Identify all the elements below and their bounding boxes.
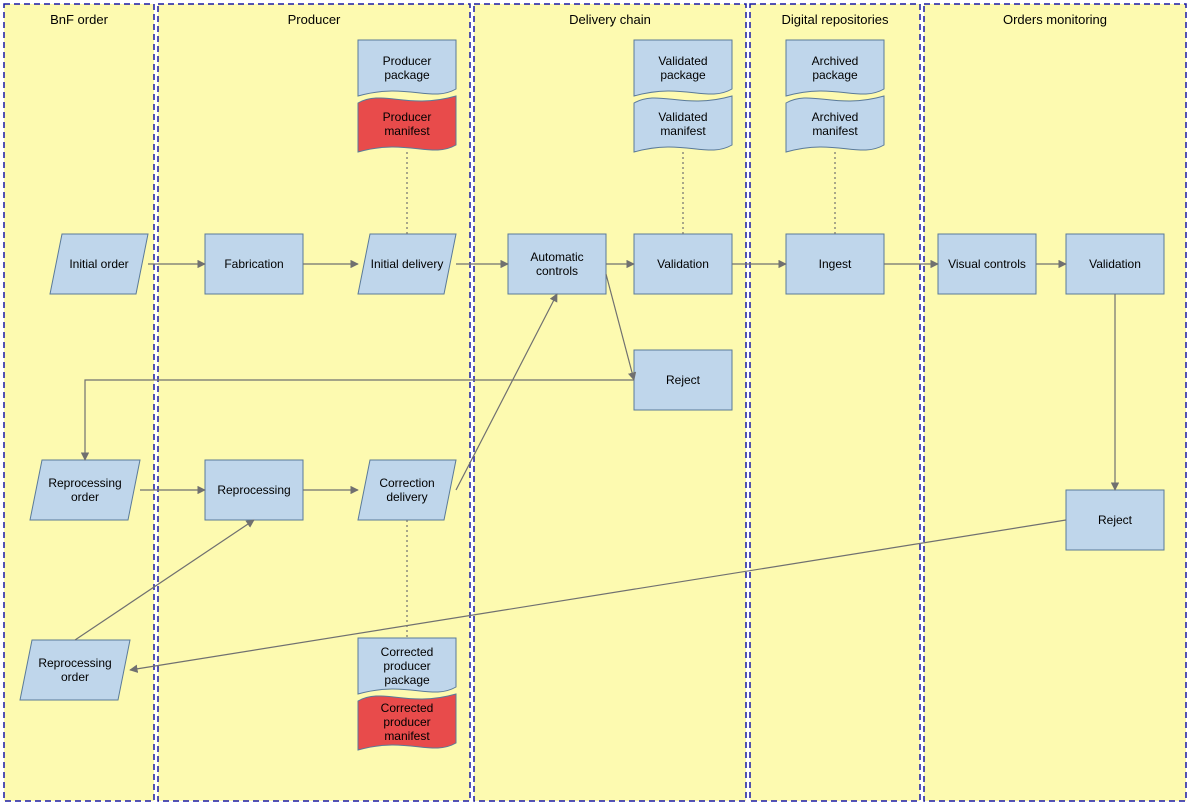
- arch-pkg-bot-label: manifest: [812, 124, 858, 138]
- val-pkg-top-label: package: [660, 68, 706, 82]
- reproc-order-2-label: Reprocessing: [38, 656, 111, 670]
- prod-pkg-top-label: Producer: [383, 54, 432, 68]
- corr-pkg-bot-label: producer: [383, 715, 430, 729]
- lane-mon: [924, 4, 1186, 801]
- reproc-order-1-label: order: [71, 490, 99, 504]
- validation-2-label: Validation: [1089, 257, 1141, 271]
- lane-deliv-title: Delivery chain: [569, 12, 651, 27]
- auto-controls-label: controls: [536, 264, 578, 278]
- arch-pkg-top-label: Archived: [812, 54, 859, 68]
- validation-1-label: Validation: [657, 257, 709, 271]
- prod-pkg-bot-label: manifest: [384, 124, 430, 138]
- corr-pkg-top-label: package: [384, 673, 430, 687]
- lane-mon-title: Orders monitoring: [1003, 12, 1107, 27]
- ingest-label: Ingest: [819, 257, 852, 271]
- initial-order-label: Initial order: [69, 257, 128, 271]
- visual-controls-label: Visual controls: [948, 257, 1026, 271]
- corr-pkg-top-label: producer: [383, 659, 430, 673]
- reject-2-label: Reject: [1098, 513, 1133, 527]
- corr-pkg-bot-label: Corrected: [381, 701, 434, 715]
- val-pkg-bot-label: Validated: [658, 110, 707, 124]
- fabrication-label: Fabrication: [224, 257, 283, 271]
- corr-pkg-bot-label: manifest: [384, 729, 430, 743]
- val-pkg-top-label: Validated: [658, 54, 707, 68]
- reproc-order-2-label: order: [61, 670, 89, 684]
- lane-bnf-title: BnF order: [50, 12, 108, 27]
- reproc-order-1-label: Reprocessing: [48, 476, 121, 490]
- initial-delivery-label: Initial delivery: [371, 257, 444, 271]
- lane-prod-title: Producer: [288, 12, 341, 27]
- prod-pkg-top-label: package: [384, 68, 430, 82]
- arch-pkg-bot-label: Archived: [812, 110, 859, 124]
- corr-delivery-label: Correction: [379, 476, 434, 490]
- corr-pkg-top-label: Corrected: [381, 645, 434, 659]
- auto-controls-label: Automatic: [530, 250, 583, 264]
- reject-1-label: Reject: [666, 373, 701, 387]
- lane-repo-title: Digital repositories: [782, 12, 889, 27]
- prod-pkg-bot-label: Producer: [383, 110, 432, 124]
- corr-delivery-label: delivery: [386, 490, 427, 504]
- val-pkg-bot-label: manifest: [660, 124, 706, 138]
- reprocessing-label: Reprocessing: [217, 483, 290, 497]
- arch-pkg-top-label: package: [812, 68, 858, 82]
